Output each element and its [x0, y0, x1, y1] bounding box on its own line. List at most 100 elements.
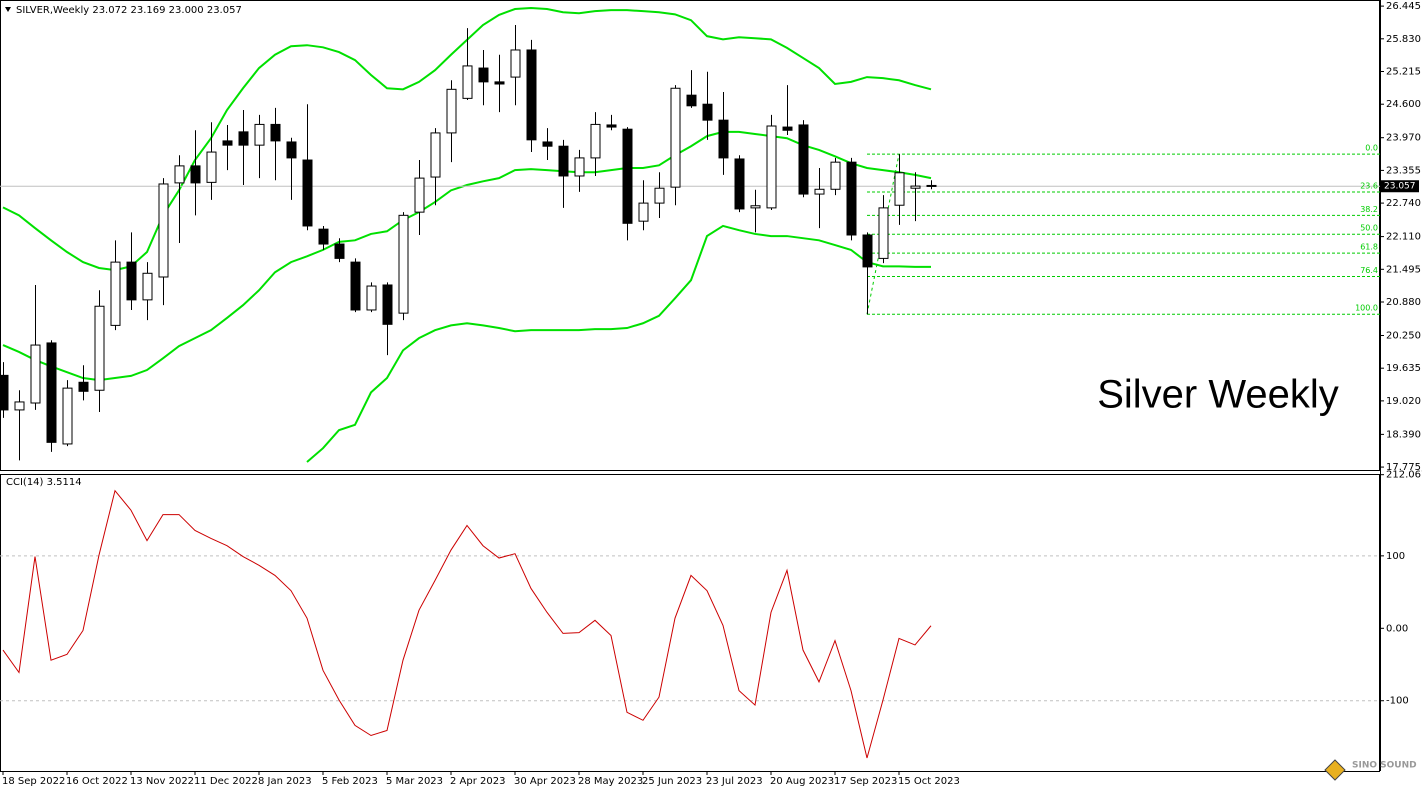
candle-body: [718, 119, 729, 159]
candle-body: [222, 140, 233, 146]
candle-body: [334, 243, 345, 259]
candle-body: [766, 125, 777, 209]
watermark-logo: [1324, 759, 1346, 781]
candle-body: [574, 157, 585, 177]
candle-body: [46, 342, 57, 443]
x-tick-label: 15 Oct 2023: [898, 776, 960, 787]
candle-body: [478, 67, 489, 83]
candle-body: [14, 401, 25, 411]
x-tick-label: 11 Dec 2022: [194, 776, 258, 787]
x-tick-label: 28 May 2023: [578, 776, 643, 787]
fib-label: 23.6: [1360, 181, 1378, 190]
candle-body: [62, 387, 73, 445]
candle-body: [78, 381, 89, 392]
x-tick-label: 23 Jul 2023: [706, 776, 763, 787]
fib-label: 50.0: [1360, 224, 1378, 233]
candle-body: [382, 284, 393, 325]
candle-body: [270, 123, 281, 142]
candle-body: [366, 285, 377, 311]
candle-body: [190, 165, 201, 184]
y-tick-label: 26.445: [1386, 1, 1421, 12]
price-box: [1381, 180, 1419, 193]
candle-body: [398, 214, 409, 314]
main-plot: 0.0 23.6 38.2 50.0 61.8 76.4 100.0: [0, 6, 1380, 463]
candle-body: [126, 261, 137, 301]
candle-body: [558, 145, 569, 177]
candle-body: [142, 272, 153, 301]
x-tick-label: 2 Apr 2023: [450, 776, 505, 787]
y-tick-label: 19.020: [1386, 396, 1421, 407]
x-tick-label: 30 Apr 2023: [514, 776, 576, 787]
candle-body: [910, 185, 921, 189]
candle-body: [318, 228, 329, 245]
candle-body: [30, 344, 41, 404]
candle-body: [286, 141, 297, 159]
fib-label: 38.2: [1360, 205, 1378, 214]
y-tick-label: 24.600: [1386, 99, 1421, 110]
watermark: SINO SOUND: [1352, 761, 1417, 771]
y-tick-label: 100: [1386, 551, 1405, 562]
candle-body: [734, 158, 745, 210]
x-tick-label: 20 Aug 2023: [770, 776, 834, 787]
candle-body: [462, 65, 473, 99]
x-tick-label: 8 Jan 2023: [258, 776, 312, 787]
main-frame: [0, 0, 1380, 471]
x-tick-label: 16 Oct 2022: [66, 776, 128, 787]
candle-body: [590, 123, 601, 159]
candle-body: [0, 374, 9, 411]
x-tick-label: 25 Jun 2023: [642, 776, 702, 787]
chart-title: Silver Weekly: [1097, 373, 1339, 417]
fib-label: 100.0: [1355, 304, 1378, 313]
candle-body: [798, 124, 809, 195]
x-tick-label: 13 Nov 2022: [130, 776, 194, 787]
candle-body: [446, 88, 457, 134]
candle-body: [254, 123, 265, 146]
candle-body: [814, 188, 825, 195]
sub-frame: [0, 474, 1380, 772]
candle-body: [846, 161, 857, 236]
fib-label: 76.4: [1360, 266, 1378, 275]
x-tick-label: 17 Sep 2023: [834, 776, 897, 787]
candle-body: [510, 49, 521, 78]
band-line: [306, 224, 931, 463]
candle-body: [494, 81, 505, 85]
y-tick-label: 25.215: [1386, 67, 1421, 78]
price-box-label: 23.057: [1384, 182, 1416, 192]
cci-plot: [0, 489, 1380, 759]
candle-body: [830, 161, 841, 190]
y-tick-label: 25.830: [1386, 34, 1421, 45]
fib-label: 0.0: [1365, 144, 1378, 153]
candle-body: [638, 202, 649, 222]
y-tick-label: 21.495: [1386, 264, 1421, 275]
menu-arrow[interactable]: [5, 7, 11, 12]
candle-body: [926, 184, 937, 187]
y-tick-label: -100: [1386, 696, 1409, 707]
candle-body: [654, 187, 665, 204]
fib-label: 61.8: [1360, 243, 1378, 252]
candle-body: [94, 305, 105, 391]
candle-body: [686, 94, 697, 107]
candle-body: [750, 205, 761, 209]
candle-body: [670, 87, 681, 188]
candle-body: [782, 126, 793, 131]
candle-body: [878, 207, 889, 259]
y-tick-label: 23.355: [1386, 165, 1421, 176]
candle-body: [110, 261, 121, 326]
candle-body: [606, 124, 617, 128]
y-tick-label: 17.775: [1386, 462, 1421, 473]
y-tick-label: 212.067: [1386, 470, 1422, 481]
candle-body: [302, 159, 313, 227]
y-tick-label: 20.880: [1386, 297, 1421, 308]
y-tick-label: 19.635: [1386, 363, 1421, 374]
y-tick-label: 22.110: [1386, 232, 1421, 243]
candle-body: [702, 103, 713, 121]
candle-body: [622, 128, 633, 224]
y-tick-label: 22.740: [1386, 198, 1421, 209]
y-tick-label: 0.00: [1386, 623, 1408, 634]
candle-body: [158, 183, 169, 278]
candle-body: [350, 261, 361, 311]
x-tick-label: 5 Feb 2023: [322, 776, 378, 787]
candle-body: [862, 234, 873, 268]
